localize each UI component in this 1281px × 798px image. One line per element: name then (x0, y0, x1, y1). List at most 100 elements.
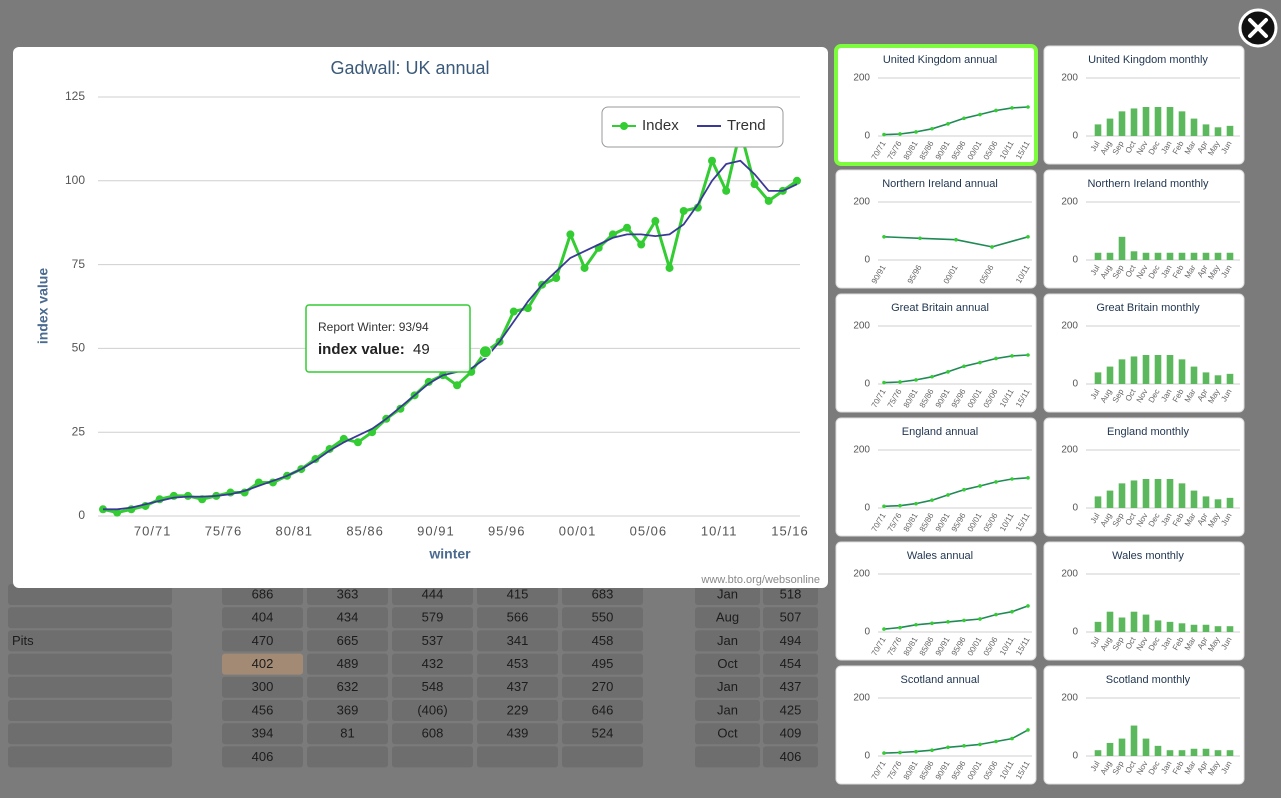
bar (1166, 621, 1174, 632)
table-cell (307, 746, 388, 768)
y-tick-label: 200 (1061, 197, 1078, 208)
table-cell (477, 607, 558, 629)
close-button[interactable] (1238, 8, 1278, 48)
bar (1142, 479, 1150, 508)
table-cell (763, 746, 818, 768)
point (353, 438, 362, 447)
table-cell-text: 454 (780, 656, 802, 671)
legend-label: Index (642, 117, 679, 134)
y-tick-label: 200 (1061, 445, 1078, 456)
point (665, 263, 674, 272)
thumbnail-title: Great Britain monthly (1096, 302, 1200, 314)
point (898, 503, 902, 508)
bar (1106, 611, 1114, 632)
point (1026, 235, 1030, 239)
table-cell-text: 434 (337, 610, 359, 625)
series-line (103, 159, 798, 511)
table-cell-text: 404 (252, 610, 274, 625)
table-cell-text: 363 (337, 586, 359, 601)
table-cell (763, 630, 818, 652)
table-cell (392, 700, 473, 721)
point (523, 304, 532, 313)
bar (1094, 621, 1102, 632)
bar (1130, 480, 1138, 508)
point (1026, 728, 1030, 732)
point (1026, 353, 1030, 357)
thumbnail[interactable]: England monthly0200JulAugSepOctNovDecJan… (1043, 417, 1245, 537)
point (693, 203, 702, 212)
bar (1142, 738, 1150, 756)
bar (1214, 499, 1222, 508)
thumbnail[interactable]: Wales annual020070/7175/7680/8185/8690/9… (835, 541, 1037, 661)
x-tick-label: 85/86 (346, 523, 384, 538)
thumbnail[interactable]: England annual020070/7175/7680/8185/8690… (835, 417, 1037, 537)
bar (1154, 745, 1162, 756)
point (651, 217, 660, 226)
table-cell-text: 524 (592, 726, 614, 741)
thumbnail-panel: United Kingdom annual020070/7175/7680/81… (834, 44, 1245, 785)
thumbnail[interactable]: Great Britain annual020070/7175/7680/818… (835, 293, 1037, 413)
tooltip-box (305, 304, 471, 373)
bar (1226, 252, 1234, 260)
table-cell (222, 723, 303, 745)
main-chart: 0 25 50 75 100 125 70/71 75/76 80/81 85/86 90/91 95… (65, 89, 808, 538)
point (453, 381, 462, 390)
thumbnail[interactable]: Northern Ireland monthly0200JulAugSepOct… (1043, 169, 1245, 289)
legend-box (601, 106, 784, 148)
point (946, 493, 950, 497)
bar (1178, 483, 1186, 508)
y-tick-label: 200 (853, 693, 870, 704)
y-tick-label: 0 (1072, 379, 1078, 390)
table-cell-text: 300 (252, 679, 274, 694)
table-cell (8, 607, 172, 629)
point (978, 617, 982, 621)
bar (1166, 252, 1174, 260)
thumbnail[interactable]: Great Britain monthly0200JulAugSepOctNov… (1043, 293, 1245, 413)
table-cell-text: Aug (716, 610, 739, 625)
table-cell-text: 683 (592, 586, 614, 601)
legend-marker (620, 122, 628, 130)
table-cell (477, 676, 558, 698)
thumbnail[interactable]: United Kingdom monthly0200JulAugSepOctNo… (1043, 45, 1245, 165)
table-cell-text: 632 (337, 679, 359, 694)
table-cell (695, 723, 760, 745)
table-cell-text: 550 (592, 610, 614, 625)
y-tick-label: 0 (1072, 627, 1078, 638)
bar (1166, 107, 1174, 136)
point (962, 744, 966, 748)
y-tick-label: 0 (1072, 131, 1078, 142)
bar (1118, 617, 1126, 632)
bar (1106, 118, 1114, 136)
point (962, 618, 966, 623)
series-line (883, 106, 1029, 136)
point (1010, 609, 1014, 614)
table-cell-text: 437 (507, 679, 529, 694)
chart-title: Gadwall: UK annual (330, 58, 489, 78)
point (898, 750, 902, 755)
bar (1142, 355, 1150, 384)
table-cell-text: 495 (592, 656, 614, 671)
x-tick-label: 75/76 (205, 523, 243, 538)
close-icon[interactable] (1248, 18, 1268, 38)
bar (1106, 490, 1114, 508)
point (882, 751, 886, 755)
bar (1214, 252, 1222, 260)
thumbnail[interactable]: Scotland monthly0200JulAugSepOctNovDecJa… (1043, 665, 1245, 785)
point (882, 627, 886, 631)
thumbnail[interactable]: Wales monthly0200JulAugSepOctNovDecJanFe… (1043, 541, 1245, 661)
bar (1226, 373, 1234, 384)
thumbnail-title: Northern Ireland annual (882, 178, 998, 190)
y-tick-label: 200 (853, 197, 870, 208)
thumbnail[interactable]: Scotland annual020070/7175/7680/8185/869… (835, 665, 1037, 785)
point (930, 621, 934, 626)
thumbnail[interactable]: United Kingdom annual020070/7175/7680/81… (834, 44, 1038, 166)
thumbnail-title: Northern Ireland monthly (1087, 178, 1209, 190)
table-cell (477, 630, 558, 652)
bar (1094, 252, 1102, 260)
table-cell (222, 584, 303, 605)
x-tick-label: 80/81 (276, 523, 314, 538)
bar (1106, 742, 1114, 756)
